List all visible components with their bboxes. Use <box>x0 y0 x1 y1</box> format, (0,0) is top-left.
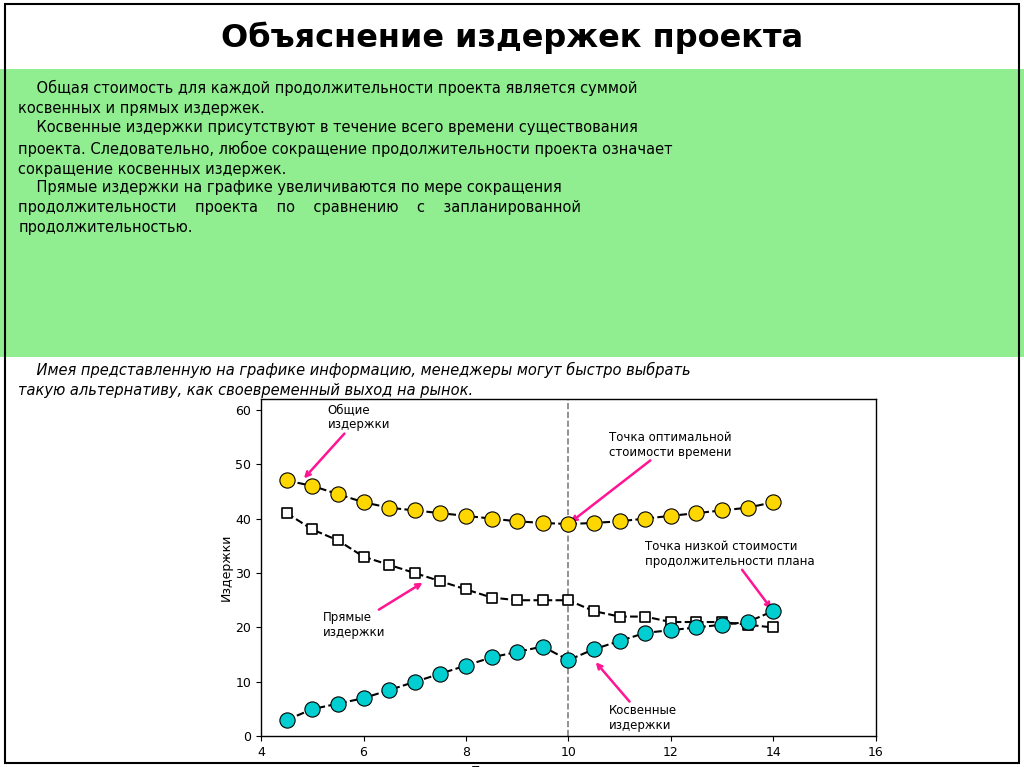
Point <box>688 507 705 519</box>
Point <box>509 594 525 607</box>
Point <box>560 594 577 607</box>
Point <box>765 621 781 634</box>
Point <box>381 684 397 696</box>
Point <box>637 611 653 623</box>
Point <box>458 583 474 595</box>
Point <box>509 646 525 658</box>
Point <box>407 676 423 688</box>
Point <box>739 619 756 631</box>
Text: Общие
издержки: Общие издержки <box>306 403 390 476</box>
Text: Имея представленную на графике информацию, менеджеры могут быстро выбрать
такую : Имея представленную на графике информаци… <box>18 362 691 398</box>
Point <box>304 523 321 535</box>
Point <box>739 616 756 628</box>
Point <box>509 515 525 528</box>
Point <box>458 660 474 672</box>
Point <box>483 591 500 604</box>
Point <box>739 502 756 514</box>
Point <box>586 517 602 529</box>
Point <box>355 692 372 704</box>
Point <box>611 611 628 623</box>
Point <box>279 474 295 486</box>
Point <box>637 627 653 639</box>
Point <box>381 502 397 514</box>
Point <box>535 594 551 607</box>
Text: Точка оптимальной
стоимости времени: Точка оптимальной стоимости времени <box>572 431 732 521</box>
Point <box>432 667 449 680</box>
Point <box>714 504 730 516</box>
Text: Прямые
издержки: Прямые издержки <box>323 584 420 639</box>
Point <box>330 488 346 500</box>
Text: Точка низкой стоимости
продолжительности плана: Точка низкой стоимости продолжительности… <box>645 539 815 607</box>
Text: Объяснение издержек проекта: Объяснение издержек проекта <box>221 21 803 54</box>
Text: Косвенные
издержки: Косвенные издержки <box>598 664 678 732</box>
Point <box>765 605 781 617</box>
Point <box>279 507 295 519</box>
Point <box>355 551 372 563</box>
Point <box>535 640 551 653</box>
Text: Косвенные издержки присутствуют в течение всего времени существования
проекта. С: Косвенные издержки присутствуют в течени… <box>18 120 673 176</box>
Point <box>714 619 730 631</box>
Point <box>637 512 653 525</box>
Point <box>458 510 474 522</box>
Point <box>432 575 449 588</box>
Point <box>355 496 372 509</box>
Point <box>560 654 577 667</box>
Point <box>688 616 705 628</box>
Point <box>714 616 730 628</box>
Point <box>586 605 602 617</box>
Point <box>330 535 346 547</box>
Point <box>330 697 346 709</box>
Point <box>663 616 679 628</box>
Text: Прямые издержки на графике увеличиваются по мере сокращения
продолжительности   : Прямые издержки на графике увеличиваются… <box>18 180 582 235</box>
Point <box>586 643 602 655</box>
Point <box>688 621 705 634</box>
Point <box>432 507 449 519</box>
Point <box>279 714 295 726</box>
Point <box>765 496 781 509</box>
Point <box>381 558 397 571</box>
Point <box>483 512 500 525</box>
Point <box>407 504 423 516</box>
Point <box>407 567 423 579</box>
Point <box>663 624 679 637</box>
Point <box>535 517 551 529</box>
Point <box>663 510 679 522</box>
Point <box>611 515 628 528</box>
Text: Общая стоимость для каждой продолжительности проекта является суммой
косвенных и: Общая стоимость для каждой продолжительн… <box>18 80 638 116</box>
Point <box>560 518 577 530</box>
X-axis label: Продолжительность проекта: Продолжительность проекта <box>471 765 666 767</box>
Point <box>611 635 628 647</box>
Point <box>304 480 321 492</box>
Point <box>304 703 321 716</box>
Point <box>483 651 500 663</box>
Y-axis label: Издержки: Издержки <box>219 534 232 601</box>
